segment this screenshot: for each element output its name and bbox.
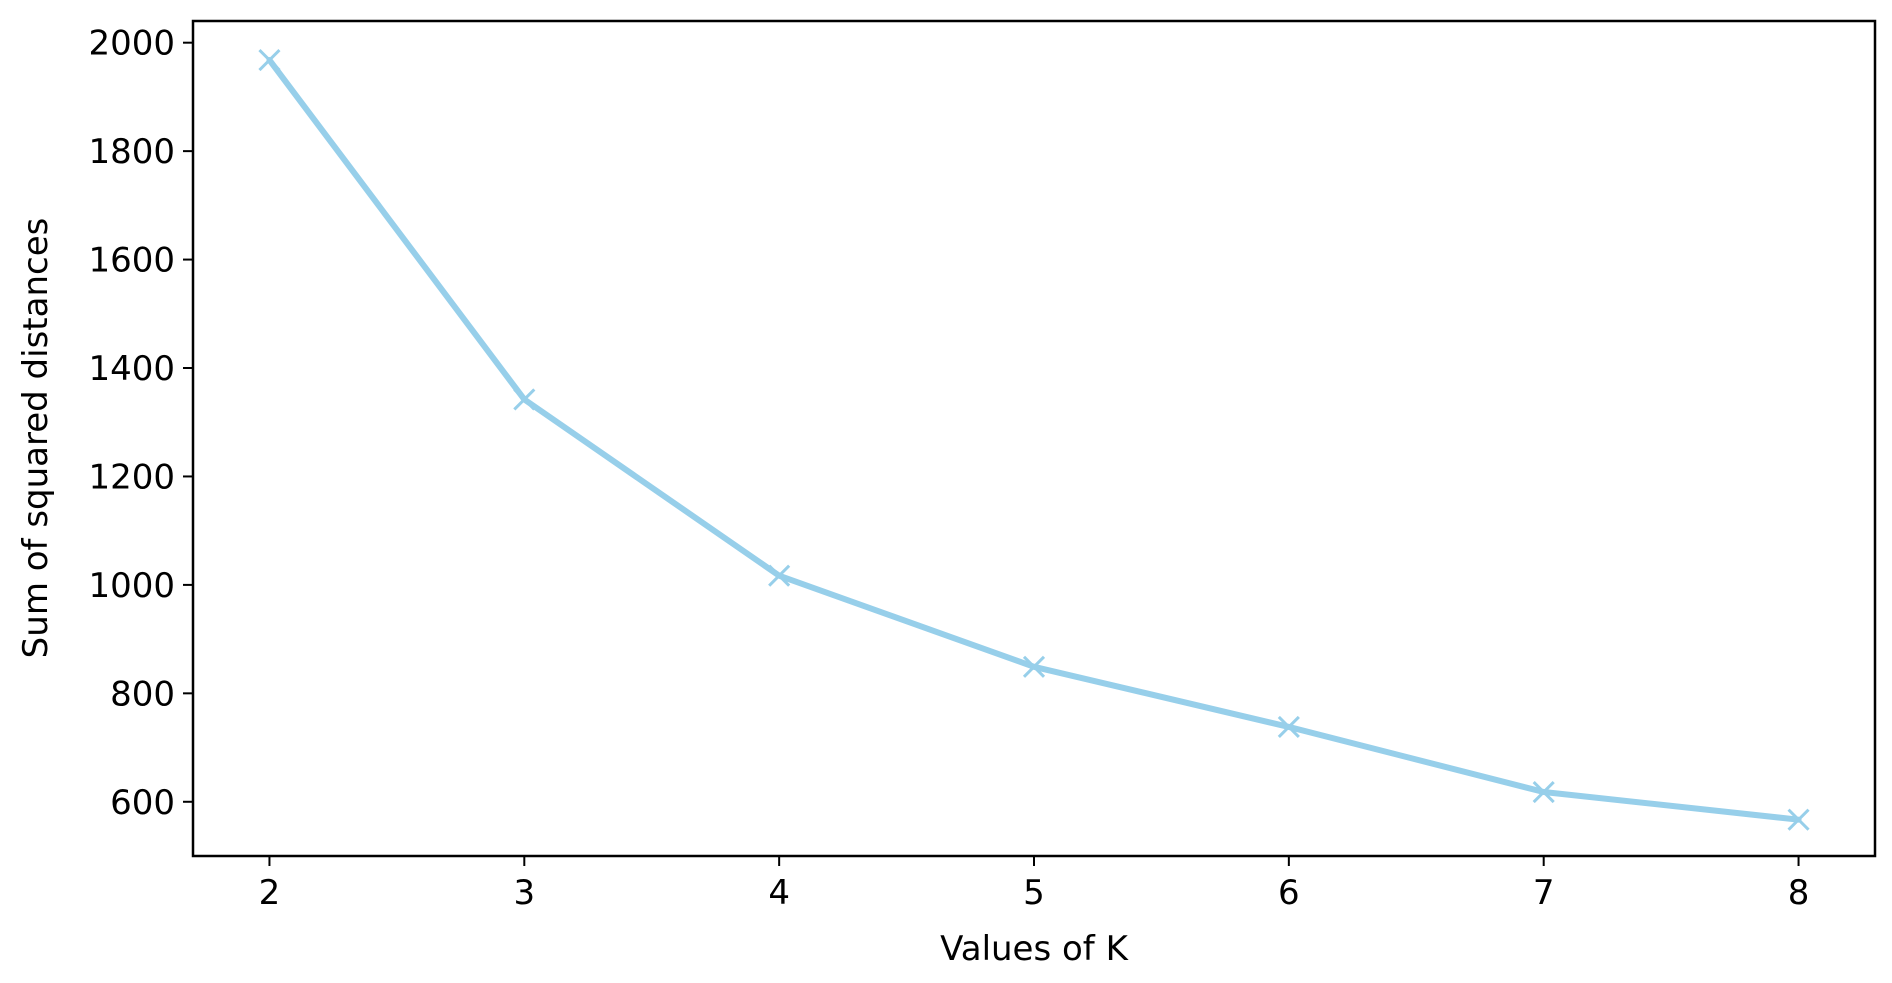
y-tick-label: 1000 xyxy=(88,566,175,606)
plot-frame xyxy=(191,19,1877,858)
y-tick-label: 800 xyxy=(110,674,175,714)
y-tick-label: 1600 xyxy=(88,241,175,281)
x-tick-label: 8 xyxy=(1788,873,1810,913)
data-point-marker xyxy=(1787,808,1810,831)
data-point-marker xyxy=(513,388,536,411)
y-tick-label: 1200 xyxy=(88,457,175,497)
marker-stroke xyxy=(1277,715,1300,739)
y-tick-label: 1800 xyxy=(88,132,175,172)
data-point-marker xyxy=(768,564,791,587)
marker-stroke xyxy=(1787,808,1810,831)
data-point-marker xyxy=(1277,715,1300,739)
series-layer xyxy=(258,48,1810,831)
data-point-marker xyxy=(1532,780,1555,804)
x-tick-label: 2 xyxy=(259,873,281,913)
marker-stroke xyxy=(1532,780,1555,804)
marker-stroke xyxy=(1022,655,1046,678)
y-tick-label: 600 xyxy=(110,783,175,823)
x-tick-label: 5 xyxy=(1023,873,1045,913)
marker-stroke xyxy=(768,564,791,587)
marker-stroke xyxy=(258,48,281,72)
data-point-marker xyxy=(258,48,281,72)
marker-stroke xyxy=(513,388,536,411)
axes-layer: 2 3 4 5 6 7 8 600 800 1000 1200 1400 1600 1800 2000 xyxy=(88,24,1809,913)
series-line xyxy=(266,57,1802,823)
data-point-marker xyxy=(1022,655,1046,678)
x-axis-label: Values of K xyxy=(940,929,1129,969)
x-tick-label: 7 xyxy=(1533,873,1555,913)
x-tick-label: 4 xyxy=(768,873,790,913)
x-tick-label: 3 xyxy=(513,873,535,913)
y-tick-label: 2000 xyxy=(88,24,175,64)
y-tick-label: 1400 xyxy=(88,349,175,389)
y-axis-label: Sum of squared distances xyxy=(16,218,56,659)
x-tick-label: 6 xyxy=(1278,873,1300,913)
